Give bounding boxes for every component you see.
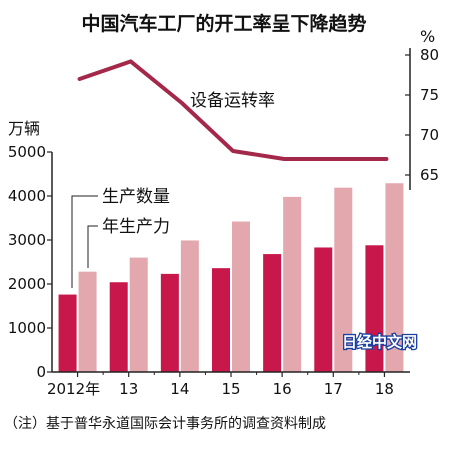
chart-title: 中国汽车工厂的开工率呈下降趋势 [81, 12, 366, 35]
bar-capacity [232, 221, 250, 372]
right-axis-unit: % [420, 27, 435, 46]
bar-production [212, 268, 230, 372]
x-tick-label: 2012年 [47, 380, 100, 398]
bar-annotation-capacity: 年生产力 [102, 217, 170, 237]
bar-production [314, 247, 333, 372]
bar-capacity [180, 240, 199, 372]
x-tick-label: 18 [375, 380, 394, 398]
bar-production [58, 294, 77, 372]
right-tick-label: 65 [420, 166, 439, 184]
left-tick-label: 1000 [8, 319, 46, 337]
left-tick-label: 2000 [8, 275, 46, 293]
left-axis-unit: 万辆 [8, 119, 40, 138]
right-axis-ticks: 65 70 75 80 [405, 46, 439, 184]
right-tick-label: 75 [420, 86, 439, 104]
left-tick-label: 0 [36, 363, 46, 381]
series-points-utilization [79, 61, 387, 160]
bar-production [263, 254, 282, 372]
bar-capacity [129, 257, 148, 372]
x-tick-label: 17 [324, 380, 343, 398]
bar-production [160, 273, 179, 372]
watermark: 日经中文网 [342, 333, 417, 351]
bar-capacity [78, 271, 97, 372]
left-tick-label: 3000 [8, 231, 46, 249]
annotation-leader-production [71, 195, 98, 288]
bar-production [109, 282, 128, 372]
x-tick-label: 15 [221, 380, 240, 398]
bar-production [365, 245, 384, 372]
left-tick-label: 4000 [8, 187, 46, 205]
line-annotation-utilization: 设备运转率 [190, 91, 275, 111]
right-tick-label: 80 [420, 46, 439, 64]
footnote: （注）基于普华永道国际会计事务所的调查资料制成 [4, 415, 326, 432]
left-axis-ticks: 0 1000 2000 3000 4000 5000 [8, 143, 52, 381]
bar-group [58, 183, 404, 372]
x-tick-label: 14 [170, 380, 189, 398]
bar-annotation-production: 生产数量 [102, 187, 170, 207]
bar-capacity [334, 187, 353, 372]
annotation-leader-capacity [87, 225, 98, 268]
x-tick-label: 16 [273, 380, 292, 398]
right-tick-label: 70 [420, 126, 439, 144]
left-tick-label: 5000 [8, 143, 46, 161]
x-axis-ticks: 2012年 13 14 15 16 17 18 [47, 372, 394, 398]
bar-capacity [283, 196, 302, 372]
x-tick-label: 13 [119, 380, 138, 398]
bar-capacity [385, 183, 404, 372]
